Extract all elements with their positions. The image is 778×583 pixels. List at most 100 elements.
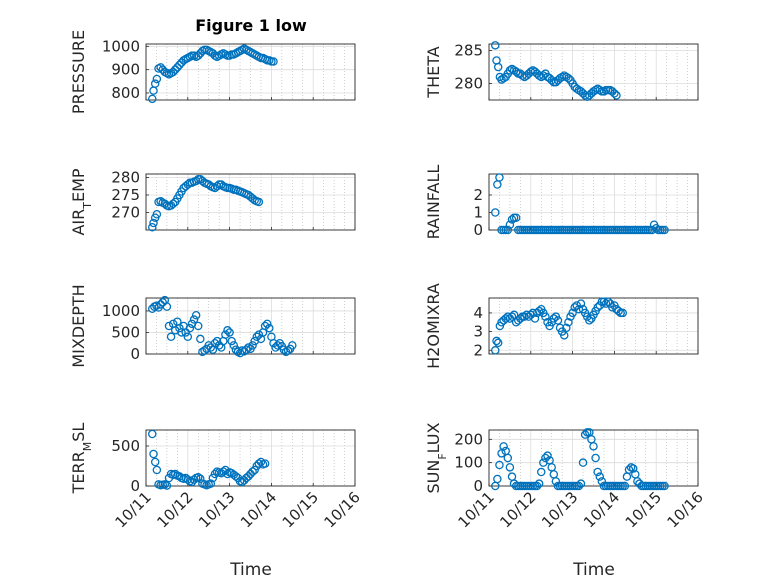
data-point (212, 336, 222, 346)
data-point (647, 225, 657, 235)
data-point (265, 323, 274, 333)
subplot-rainfall: 012 RAINFALL (424, 165, 699, 240)
data-point (260, 459, 270, 468)
data-point (183, 332, 193, 342)
subplot-theta: 280 285 THETA (424, 41, 699, 101)
data-point (507, 215, 517, 224)
data-point (593, 303, 602, 312)
data-point (537, 467, 546, 477)
y-tick-label: 0 (473, 477, 483, 495)
figure-title: Figure 1 low (195, 16, 307, 35)
data-point (166, 332, 176, 342)
data-point (273, 341, 282, 350)
data-point (564, 318, 573, 327)
data-point (191, 310, 201, 320)
data-point (248, 341, 257, 350)
data-point (491, 346, 500, 355)
data-point (152, 209, 162, 219)
y-axis-label: TERRMSL (69, 423, 94, 495)
y-axis-label: AIRTEMP (69, 168, 94, 235)
axes-box (488, 297, 699, 355)
data-point (572, 84, 582, 94)
data-point (225, 328, 234, 337)
data-point (254, 197, 264, 207)
data-point (223, 326, 232, 335)
data-point (229, 341, 239, 350)
data-point (614, 306, 623, 316)
data-point (149, 218, 158, 228)
data-point (593, 467, 602, 477)
data-point (580, 430, 590, 439)
data-point (491, 41, 500, 50)
y-axis-label: THETA (424, 46, 443, 98)
data-point (562, 323, 571, 333)
data-point (212, 181, 222, 191)
y-tick-label: 2 (473, 186, 483, 204)
data-point (223, 469, 232, 479)
data-point (516, 314, 525, 323)
y-axis-label: PRESSURE (69, 30, 88, 114)
data-point (509, 310, 519, 320)
data-point (185, 323, 195, 333)
y-tick-label: 0 (473, 221, 483, 239)
data-point (574, 481, 584, 491)
axes-box (488, 43, 699, 101)
data-point (559, 331, 569, 340)
data-point (591, 453, 600, 463)
data-point (491, 208, 500, 217)
data-point (260, 321, 270, 331)
data-point (219, 467, 228, 476)
data-point (235, 348, 245, 358)
y-tick-label: 0 (130, 477, 140, 495)
data-point (279, 345, 289, 354)
data-point (221, 330, 230, 339)
data-point (589, 87, 598, 96)
y-tick-label: 280 (454, 75, 483, 93)
data-point (256, 457, 266, 467)
data-point (503, 453, 513, 463)
data-point (175, 60, 184, 70)
data-point (603, 297, 613, 306)
data-point (618, 308, 628, 318)
data-point (559, 71, 569, 80)
data-point (505, 66, 515, 75)
data-point (599, 87, 609, 96)
data-point (210, 338, 220, 348)
data-point (576, 479, 586, 488)
data-point (244, 343, 253, 352)
data-point (164, 321, 174, 331)
data-point (148, 94, 157, 104)
y-tick-label: 1 (473, 204, 483, 222)
data-point (511, 213, 521, 222)
data-point (534, 306, 544, 316)
data-point (168, 67, 178, 77)
data-point (543, 451, 552, 460)
data-point (620, 481, 630, 491)
data-point (534, 479, 544, 488)
data-point (541, 453, 550, 463)
data-point (242, 345, 251, 354)
data-point (551, 477, 561, 486)
data-point (248, 194, 257, 203)
data-point (549, 314, 559, 323)
data-point (250, 465, 259, 475)
data-point (499, 74, 508, 83)
data-point (591, 85, 600, 95)
data-point (608, 303, 617, 312)
data-point (189, 315, 199, 324)
data-point (568, 308, 577, 318)
axes-box (145, 429, 356, 487)
y-axis-label: SUNFLUX (424, 422, 449, 493)
data-point (495, 460, 504, 470)
data-point (578, 458, 588, 467)
axes-box (488, 429, 699, 487)
data-point (156, 63, 165, 72)
data-point (152, 74, 162, 84)
axes-box (145, 297, 356, 355)
data-point (495, 173, 504, 182)
y-tick-label: 2 (473, 341, 483, 359)
data-point (507, 64, 517, 74)
y-axis-label: RAINFALL (424, 165, 443, 240)
data-point (288, 341, 297, 350)
